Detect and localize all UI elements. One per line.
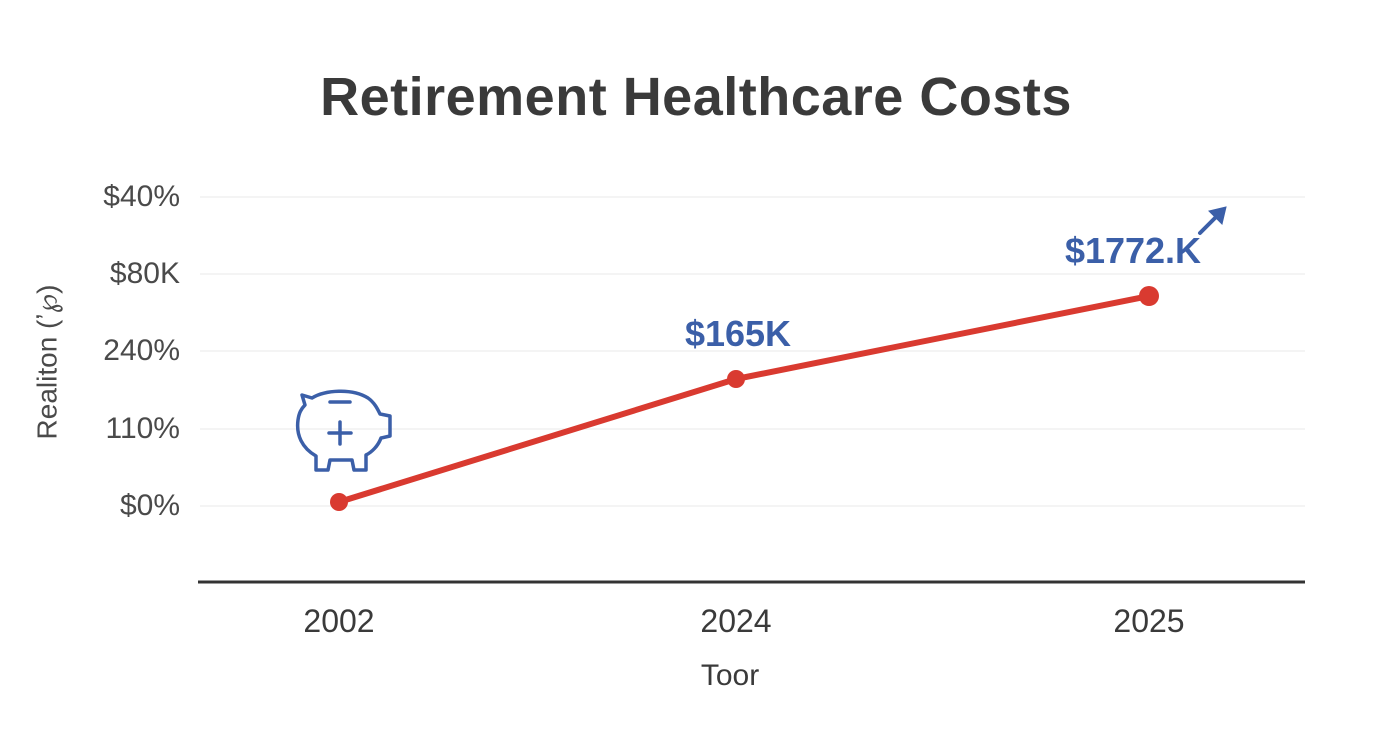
y-tick-label: 240% [103, 334, 180, 367]
piggy-bank-plus-icon [295, 389, 392, 472]
data-label-2025: $1772.K [1064, 230, 1202, 271]
x-axis-label: Toor [700, 659, 760, 692]
data-point-2025 [1139, 286, 1159, 306]
y-axis-label: Realiton (ʼ℘) [31, 284, 63, 440]
y-tick-label: $40% [103, 180, 180, 213]
y-tick-label: 110% [105, 412, 180, 445]
trend-up-arrow-icon [1198, 206, 1227, 235]
y-tick-label: $80K [109, 257, 180, 290]
x-tick-label: 2002 [303, 603, 375, 639]
gridlines [200, 196, 1305, 507]
data-point-2024 [727, 370, 745, 388]
chart-title: Retirement Healthcare Costs [320, 67, 1072, 127]
data-label-2024: $165K [684, 313, 792, 354]
x-tick-label: 2024 [700, 603, 772, 639]
data-point-2002 [330, 493, 348, 511]
x-tick-label: 2025 [1113, 603, 1185, 639]
y-tick-label: $0% [119, 489, 180, 522]
